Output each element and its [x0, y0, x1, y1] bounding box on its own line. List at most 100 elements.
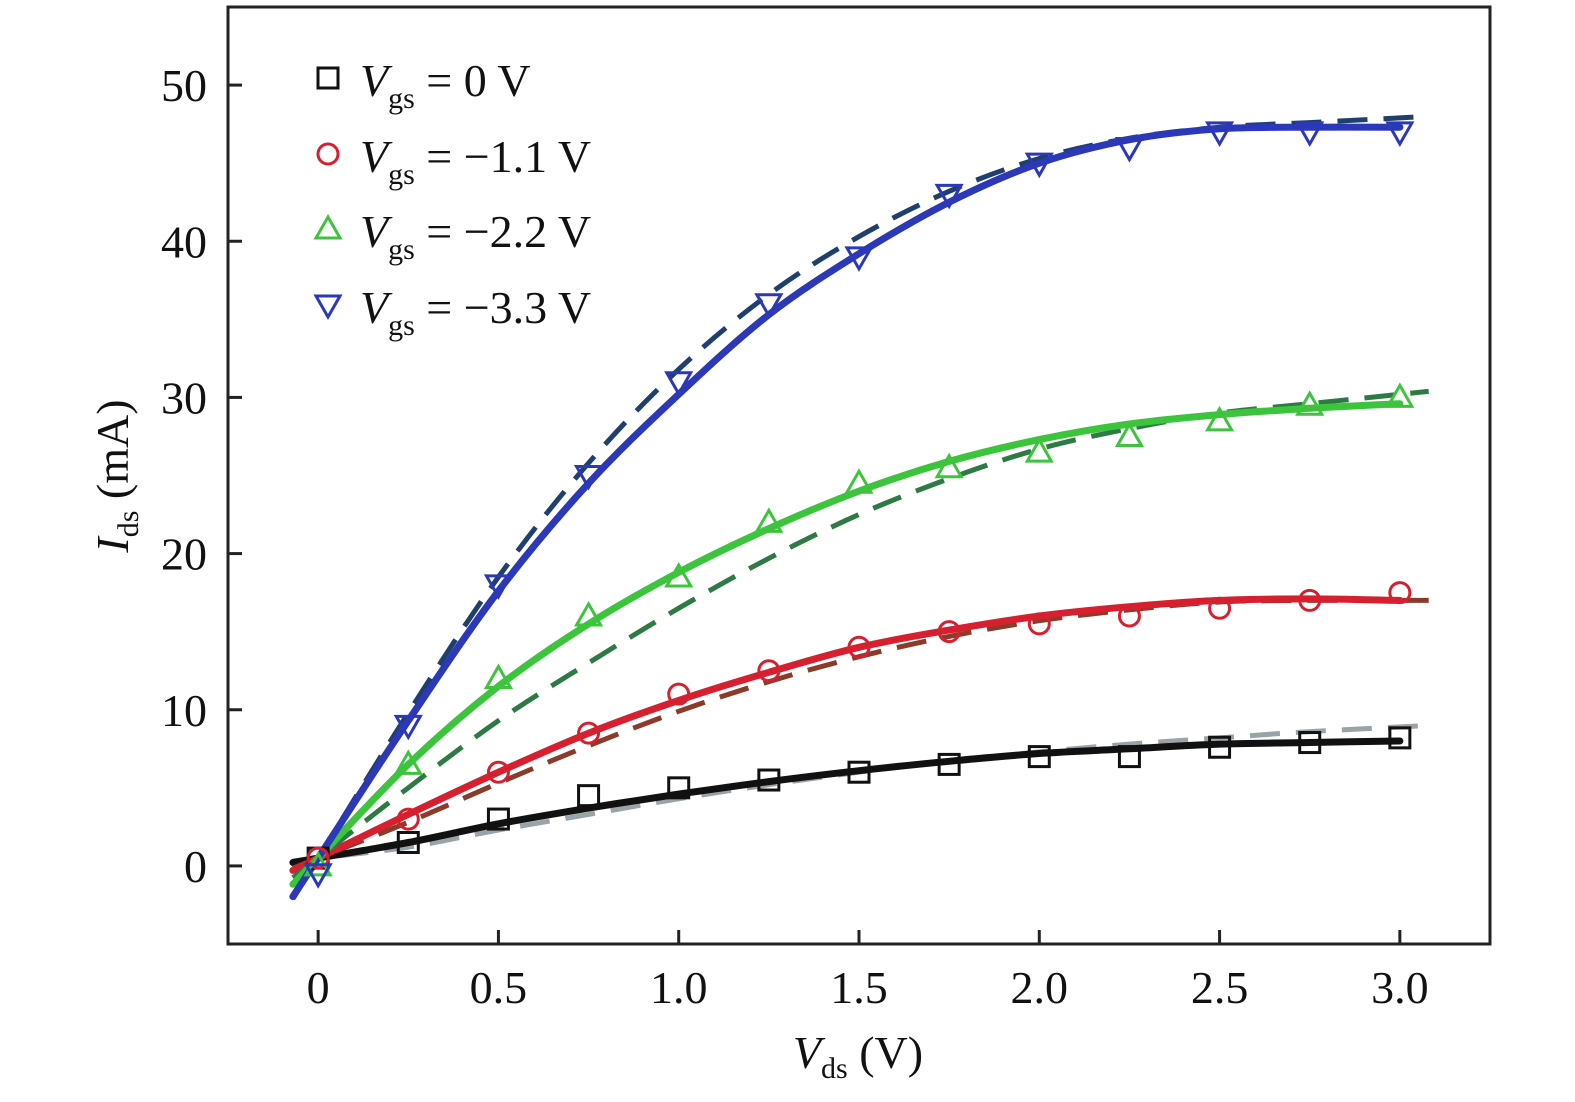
data-point-series-2 — [667, 682, 691, 706]
y-tick-label: 10 — [161, 685, 207, 736]
x-tick-label: 3.0 — [1371, 962, 1429, 1013]
data-point-series-3 — [1114, 421, 1145, 447]
y-tick-label: 40 — [161, 216, 207, 267]
x-tick-label: 0.5 — [470, 962, 528, 1013]
data-point-series-3 — [573, 601, 604, 627]
y-tick-label: 0 — [184, 841, 207, 892]
data-point-series-1 — [396, 830, 420, 854]
data-point-series-3 — [483, 663, 514, 690]
data-point-series-4 — [1385, 121, 1415, 147]
y-axis-unit: (mA) — [87, 399, 138, 510]
data-point-series-3 — [934, 452, 964, 479]
axis-tick-labels: 0 0.5 1.0 1.5 2.0 2.5 3.0 0 10 20 30 40 50 — [161, 60, 1429, 1013]
data-point-series-4 — [1204, 121, 1235, 147]
data-point-series-4 — [393, 714, 423, 741]
data-point-series-2 — [396, 807, 420, 831]
legend-marker-series-2 — [316, 142, 340, 166]
data-point-series-2 — [306, 846, 330, 870]
legend-symbol: V — [360, 206, 393, 257]
data-point-series-4 — [303, 863, 333, 889]
data-point-series-3 — [1204, 405, 1235, 432]
y-tick-label: 50 — [161, 60, 207, 111]
x-axis-unit: (V) — [848, 1027, 923, 1078]
data-point-series-4 — [664, 371, 694, 397]
data-point-series-4 — [1114, 137, 1145, 163]
legend-symbol: V — [360, 55, 393, 106]
legend-symbol: V — [360, 282, 393, 333]
x-tick-label: 1.5 — [830, 962, 888, 1013]
data-point-series-1 — [847, 760, 871, 784]
legend-item-series-1: Vgs = 0 V — [316, 55, 531, 115]
data-point-series-3 — [1385, 382, 1415, 408]
data-point-series-1 — [1388, 726, 1412, 750]
data-point-series-4 — [573, 465, 604, 491]
legend-subscript: gs — [388, 82, 415, 115]
legend-item-series-4: Vgs = −3.3 V — [313, 282, 591, 342]
x-tick-label: 2.0 — [1011, 962, 1069, 1013]
dashed-fit-line-series-3 — [291, 388, 1429, 880]
solid-fit-line-series-1 — [289, 737, 1404, 866]
data-point-series-2 — [937, 620, 961, 644]
data-point-series-1 — [1027, 745, 1051, 769]
data-point-series-1 — [757, 768, 781, 792]
legend-value: = −3.3 V — [415, 282, 591, 333]
y-axis-title: Ids (mA) — [87, 399, 145, 553]
legend-value: = 0 V — [415, 55, 531, 106]
data-point-series-4 — [1024, 152, 1054, 179]
y-tick-label: 30 — [161, 372, 207, 423]
data-point-series-3 — [1295, 390, 1325, 416]
data-point-series-4 — [1295, 121, 1325, 147]
data-point-series-2 — [847, 635, 871, 659]
data-point-series-2 — [1298, 588, 1322, 612]
data-point-series-2 — [577, 721, 601, 745]
x-tick-label: 1.0 — [650, 962, 708, 1013]
data-point-series-2 — [757, 659, 781, 683]
legend-marker-series-1 — [316, 66, 340, 90]
axis-ticks — [228, 83, 1402, 944]
data-point-series-3 — [393, 749, 423, 775]
data-point-series-3 — [664, 561, 694, 588]
solid-fit-line-series-3 — [289, 400, 1404, 888]
x-tick-label: 2.5 — [1191, 962, 1249, 1013]
legend-label-series-3: Vgs = −2.2 V — [360, 206, 591, 266]
data-point-series-1 — [1208, 735, 1232, 759]
legend-symbol: V — [360, 131, 393, 182]
x-axis-subscript: ds — [821, 1052, 848, 1085]
legend-marker-series-3 — [313, 213, 343, 240]
data-markers — [303, 121, 1415, 889]
y-axis-symbol: I — [87, 535, 138, 554]
data-point-series-3 — [1024, 437, 1054, 463]
legend-label-series-1: Vgs = 0 V — [360, 55, 531, 115]
legend-item-series-3: Vgs = −2.2 V — [313, 206, 591, 266]
data-point-series-1 — [1117, 745, 1141, 769]
legend-value: = −2.2 V — [415, 206, 591, 257]
data-point-series-4 — [483, 574, 514, 600]
data-point-series-2 — [1388, 581, 1412, 605]
legend-subscript: gs — [388, 309, 415, 342]
data-point-series-1 — [667, 776, 691, 800]
data-point-series-2 — [1117, 604, 1141, 628]
data-point-series-1 — [486, 807, 510, 831]
solid-fit-line-series-4 — [289, 123, 1404, 901]
y-axis-subscript: ds — [112, 511, 145, 538]
data-point-series-3 — [754, 507, 784, 533]
data-point-series-4 — [934, 183, 964, 210]
data-point-series-2 — [486, 760, 510, 784]
y-tick-label: 20 — [161, 529, 207, 580]
data-point-series-1 — [577, 784, 601, 808]
legend-subscript: gs — [388, 233, 415, 266]
legend-item-series-2: Vgs = −1.1 V — [316, 131, 591, 191]
x-tick-label: 0 — [307, 962, 330, 1013]
legend-value: = −1.1 V — [415, 131, 591, 182]
legend-subscript: gs — [388, 158, 415, 191]
x-axis-symbol: V — [793, 1027, 826, 1078]
legend-marker-series-4 — [313, 294, 343, 321]
fit-lines — [289, 113, 1429, 901]
data-point-series-1 — [937, 752, 961, 776]
data-point-series-2 — [1027, 612, 1051, 636]
data-point-series-2 — [1208, 596, 1232, 620]
legend-label-series-4: Vgs = −3.3 V — [360, 282, 591, 342]
